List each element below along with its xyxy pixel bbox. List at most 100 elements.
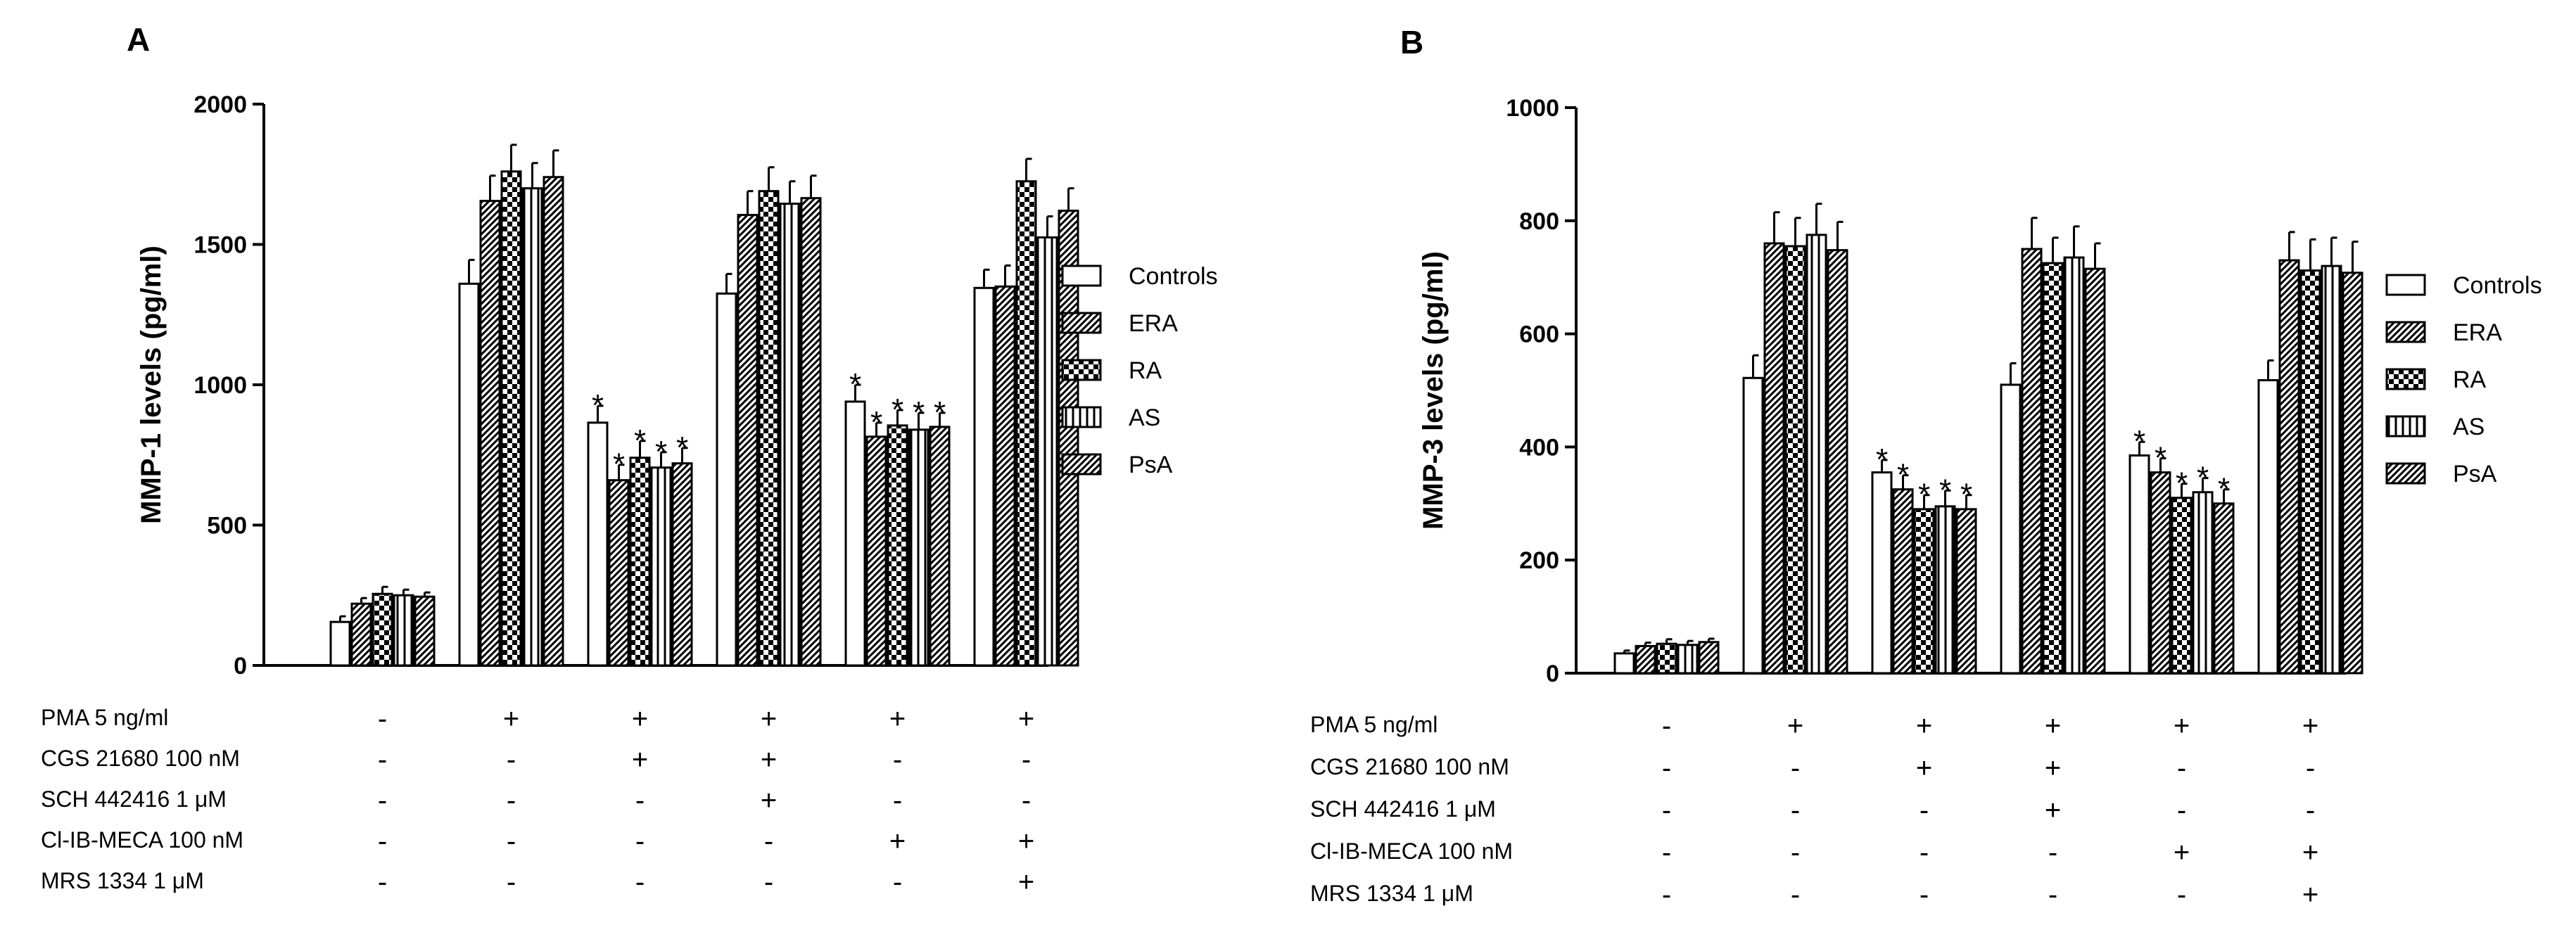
condition-mark: + <box>632 703 648 734</box>
bar-controls-group-6 <box>2257 379 2279 675</box>
bar-era-group-3 <box>608 479 630 667</box>
significance-star: * <box>849 367 861 402</box>
condition-mark: + <box>889 703 906 734</box>
significance-star: * <box>2133 424 2145 459</box>
significance-star: * <box>892 393 903 427</box>
y-tick-label: 1000 <box>1506 95 1559 122</box>
bar-psa-group-3 <box>671 462 693 667</box>
condition-mark: - <box>2048 837 2057 868</box>
significance-star: * <box>913 395 925 430</box>
bar-era-group-2 <box>1763 242 1785 675</box>
bar-controls-group-1 <box>329 620 351 667</box>
bar-ra-group-3 <box>629 457 651 667</box>
y-tick-label: 500 <box>207 513 247 540</box>
significance-star: * <box>1897 458 1909 492</box>
bar-psa-group-1 <box>414 595 436 667</box>
bar-ra-group-6 <box>1015 180 1037 667</box>
condition-mark: - <box>1791 879 1800 910</box>
condition-mark: - <box>893 785 902 816</box>
condition-mark: - <box>378 867 387 898</box>
panel-label: B <box>1400 24 1423 60</box>
condition-mark: - <box>378 703 387 734</box>
condition-mark: - <box>2177 795 2186 826</box>
legend-swatch-era <box>2385 321 2426 343</box>
condition-label: Cl-IB-MECA 100 nM <box>1310 838 1513 864</box>
bar-era-group-6 <box>994 285 1016 667</box>
condition-mark: + <box>2302 837 2318 868</box>
significance-star: * <box>2197 461 2209 495</box>
bar-as-group-2 <box>521 187 543 667</box>
legend-label-controls: Controls <box>2453 272 2542 299</box>
y-tick-label: 0 <box>234 653 247 680</box>
condition-mark: - <box>2177 753 2186 784</box>
significance-star: * <box>1918 478 1930 512</box>
condition-mark: + <box>761 744 777 775</box>
y-tick-label: 200 <box>1519 547 1559 574</box>
condition-label: CGS 21680 100 nM <box>41 746 240 771</box>
significance-star: * <box>1876 442 1888 477</box>
y-tick-label: 1000 <box>193 372 247 399</box>
bar-era-group-4 <box>737 214 759 667</box>
significance-star: * <box>934 395 946 430</box>
significance-star: * <box>655 435 667 469</box>
legend-swatch-controls <box>2385 274 2426 296</box>
condition-mark: + <box>2174 837 2190 868</box>
condition-mark: - <box>2177 879 2186 910</box>
condition-label: SCH 442416 1 μM <box>41 786 227 812</box>
legend-label-era: ERA <box>2453 319 2502 346</box>
condition-mark: - <box>507 867 516 898</box>
y-tick-label: 0 <box>1546 661 1559 687</box>
y-tick-label: 1500 <box>193 232 247 259</box>
bar-as-group-4 <box>779 203 801 667</box>
panel-b: B MMP-3 levels (pg/ml) 0 200 400 600 800 1000 * *… <box>1310 24 2542 910</box>
condition-mark: - <box>893 867 902 898</box>
bar-controls-group-6 <box>973 286 995 667</box>
bar-controls-group-4 <box>716 292 737 667</box>
condition-label: SCH 442416 1 μM <box>1310 796 1496 822</box>
legend-swatch-controls <box>1061 264 1102 287</box>
condition-mark: - <box>1022 785 1031 816</box>
bar-ra-group-2 <box>1784 245 1806 675</box>
legend-swatch-ra <box>2385 368 2426 390</box>
bar-controls-group-3 <box>587 421 609 667</box>
condition-mark: - <box>1791 795 1800 826</box>
condition-mark: - <box>635 826 645 857</box>
y-axis-label: MMP-1 levels (pg/ml) <box>136 245 167 524</box>
legend-swatch-ra <box>1061 359 1102 381</box>
bar-psa-group-3 <box>1955 508 1977 675</box>
y-axis-label: MMP-3 levels (pg/ml) <box>1418 251 1449 530</box>
condition-mark: - <box>1662 710 1671 741</box>
bar-ra-group-5 <box>2171 497 2193 675</box>
condition-mark: + <box>761 785 777 816</box>
condition-mark: + <box>1916 753 1932 784</box>
condition-mark: - <box>2306 753 2315 784</box>
bar-ra-group-3 <box>1913 508 1935 675</box>
condition-mark: - <box>635 867 645 898</box>
bar-psa-group-4 <box>2084 267 2106 675</box>
bar-era-group-2 <box>479 200 501 667</box>
bar-as-group-5 <box>2192 491 2214 675</box>
significance-star: * <box>2155 440 2166 475</box>
legend-label-era: ERA <box>1129 310 1178 337</box>
significance-star: * <box>1960 478 1972 512</box>
bar-as-group-3 <box>650 466 672 667</box>
condition-mark: - <box>1920 795 1929 826</box>
legend-swatch-psa <box>1061 453 1102 476</box>
condition-label: PMA 5 ng/ml <box>41 705 168 730</box>
bar-era-group-3 <box>1892 488 1914 675</box>
bar-as-group-6 <box>1036 236 1058 667</box>
bar-controls-group-5 <box>2128 454 2150 675</box>
condition-mark: - <box>1662 879 1671 910</box>
condition-mark: - <box>378 785 387 816</box>
condition-mark: + <box>2045 710 2061 741</box>
condition-mark: - <box>764 826 773 857</box>
condition-mark: - <box>1920 879 1929 910</box>
condition-label: PMA 5 ng/ml <box>1310 712 1438 737</box>
panel-label: A <box>127 21 150 58</box>
legend-swatch-era <box>1061 312 1102 334</box>
condition-mark: + <box>2174 710 2190 741</box>
condition-mark: - <box>507 785 516 816</box>
significance-star: * <box>2218 472 2230 506</box>
bar-ra-group-6 <box>2299 269 2321 675</box>
